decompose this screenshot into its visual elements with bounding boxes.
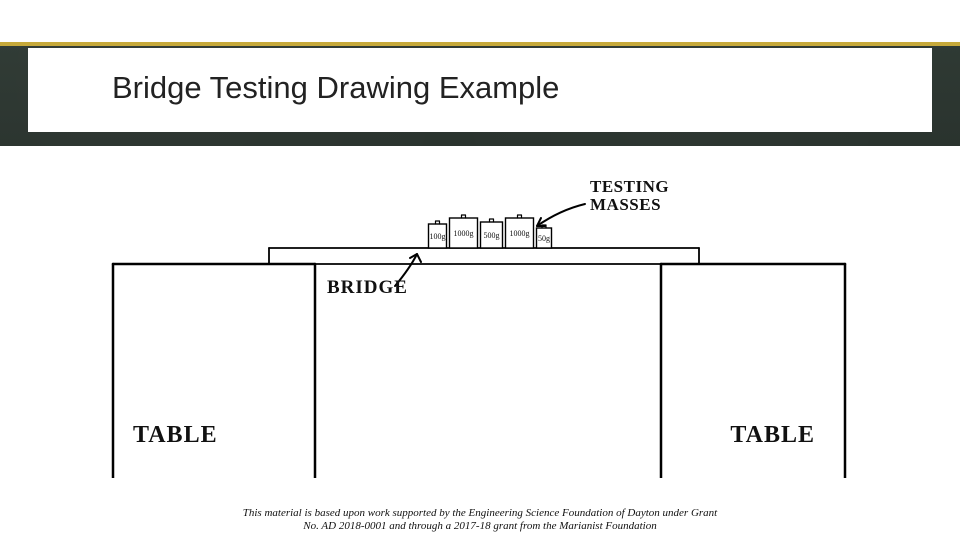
- footer-attribution: This material is based upon work support…: [0, 507, 960, 535]
- bridge-diagram: 100g 1000g 500g 1000g 50g TABLE TABLE BRIDGE…: [105, 168, 853, 478]
- label-masses-line2: MASSES: [590, 195, 661, 214]
- svg-text:50g: 50g: [538, 234, 550, 243]
- label-table-left: TABLE: [133, 423, 218, 448]
- svg-text:100g: 100g: [430, 232, 446, 241]
- slide-header: Bridge Testing Drawing Example: [0, 0, 960, 146]
- label-masses-line1: TESTING: [590, 177, 669, 196]
- svg-text:500g: 500g: [484, 231, 500, 240]
- slide-title: Bridge Testing Drawing Example: [28, 48, 932, 132]
- label-table-right: TABLE: [730, 423, 815, 448]
- svg-text:1000g: 1000g: [510, 229, 530, 238]
- label-masses: TESTING MASSES: [590, 178, 669, 214]
- svg-text:1000g: 1000g: [454, 229, 474, 238]
- header-accent-bar: [0, 42, 960, 46]
- label-bridge: BRIDGE: [327, 278, 408, 298]
